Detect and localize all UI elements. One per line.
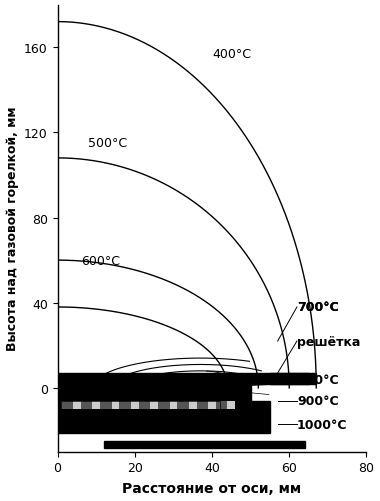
Bar: [208, 401, 216, 409]
Bar: [58, 384, 251, 401]
Bar: [216, 401, 228, 409]
Bar: [189, 401, 196, 409]
Bar: [100, 401, 112, 409]
Bar: [73, 401, 81, 409]
Bar: [158, 401, 169, 409]
Y-axis label: Высота над газовой горелкой, мм: Высота над газовой горелкой, мм: [6, 107, 19, 351]
Bar: [58, 401, 270, 433]
Bar: [62, 401, 220, 409]
Bar: [112, 401, 119, 409]
Text: 700°C: 700°C: [297, 301, 339, 314]
Text: решётка: решётка: [297, 335, 360, 348]
Bar: [169, 401, 177, 409]
Text: 600°C: 600°C: [81, 254, 120, 267]
Bar: [92, 401, 100, 409]
Text: 500°C: 500°C: [89, 137, 128, 150]
Bar: [177, 401, 189, 409]
X-axis label: Расстояние от оси, мм: Расстояние от оси, мм: [122, 481, 302, 495]
Bar: [62, 401, 73, 409]
Text: 700°C: 700°C: [297, 301, 339, 314]
Text: 400°C: 400°C: [212, 48, 251, 61]
Bar: [150, 401, 158, 409]
Bar: [131, 401, 139, 409]
Bar: [270, 373, 316, 384]
Text: 900°C: 900°C: [297, 394, 339, 407]
Bar: [228, 401, 235, 409]
Bar: [119, 401, 131, 409]
Bar: [139, 401, 150, 409]
Bar: [81, 401, 92, 409]
Bar: [104, 441, 305, 447]
Bar: [196, 401, 208, 409]
Text: 800°C: 800°C: [297, 373, 339, 386]
Text: 1000°C: 1000°C: [297, 418, 347, 431]
Bar: [58, 373, 309, 384]
